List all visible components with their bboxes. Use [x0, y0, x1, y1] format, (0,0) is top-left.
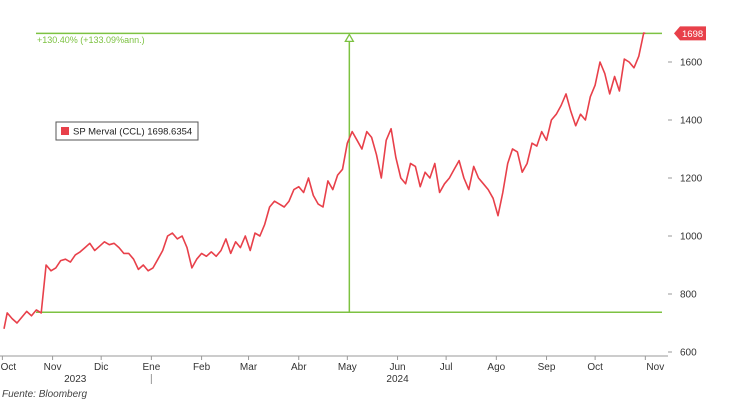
x-tick-label: Sep: [538, 362, 556, 373]
series-layer: 1698: [3, 26, 706, 329]
x-tick-label: Abr: [291, 362, 307, 373]
x-tick-label: Ago: [487, 362, 505, 373]
legend-entry-label: SP Merval (CCL) 1698.6354: [73, 127, 192, 138]
y-tick-label: 1400: [680, 116, 703, 127]
axes-layer: Oct Nov Dic Ene Feb Mar Abr May Jun Jul Ago Sep Oct N…: [0, 58, 703, 385]
y-tick-label: 600: [680, 348, 697, 359]
x-tick-label: Nov: [44, 362, 62, 373]
legend-box: [55, 121, 199, 141]
source-note: Fuente: Bloomberg: [2, 389, 88, 400]
x-tick-label: Oct: [587, 362, 603, 373]
last-value-label: 1698: [682, 29, 703, 40]
x-tick-label: Ene: [142, 362, 160, 373]
x-tick-label: Nov: [646, 362, 664, 373]
year-label: 2023: [64, 374, 87, 385]
y-tick-label: 1600: [680, 58, 703, 69]
range-annotation-layer: +130.40% (+133.09%ann.): [36, 32, 662, 314]
y-tick-label: 800: [680, 290, 697, 301]
last-value-tag: [674, 26, 706, 41]
x-tick-label: Jun: [389, 362, 405, 373]
legend: SP Merval (CCL) 1698.6354: [55, 121, 199, 141]
x-tick-label: Feb: [193, 362, 211, 373]
y-tick-label: 1000: [680, 232, 703, 243]
y-tick-label: 1200: [680, 174, 703, 185]
range-change-label: +130.40% (+133.09%ann.): [37, 35, 145, 45]
x-tick-label: Mar: [240, 362, 258, 373]
year-label: 2024: [386, 374, 409, 385]
range-arrow-head: [344, 33, 355, 43]
x-tick-label: May: [338, 362, 357, 373]
x-tick-label: Oct: [1, 362, 17, 373]
x-tick-label: Dic: [94, 362, 108, 373]
legend-swatch: [61, 127, 69, 135]
series-line-sp-merval: [3, 32, 646, 329]
x-tick-label: Jul: [440, 362, 453, 373]
